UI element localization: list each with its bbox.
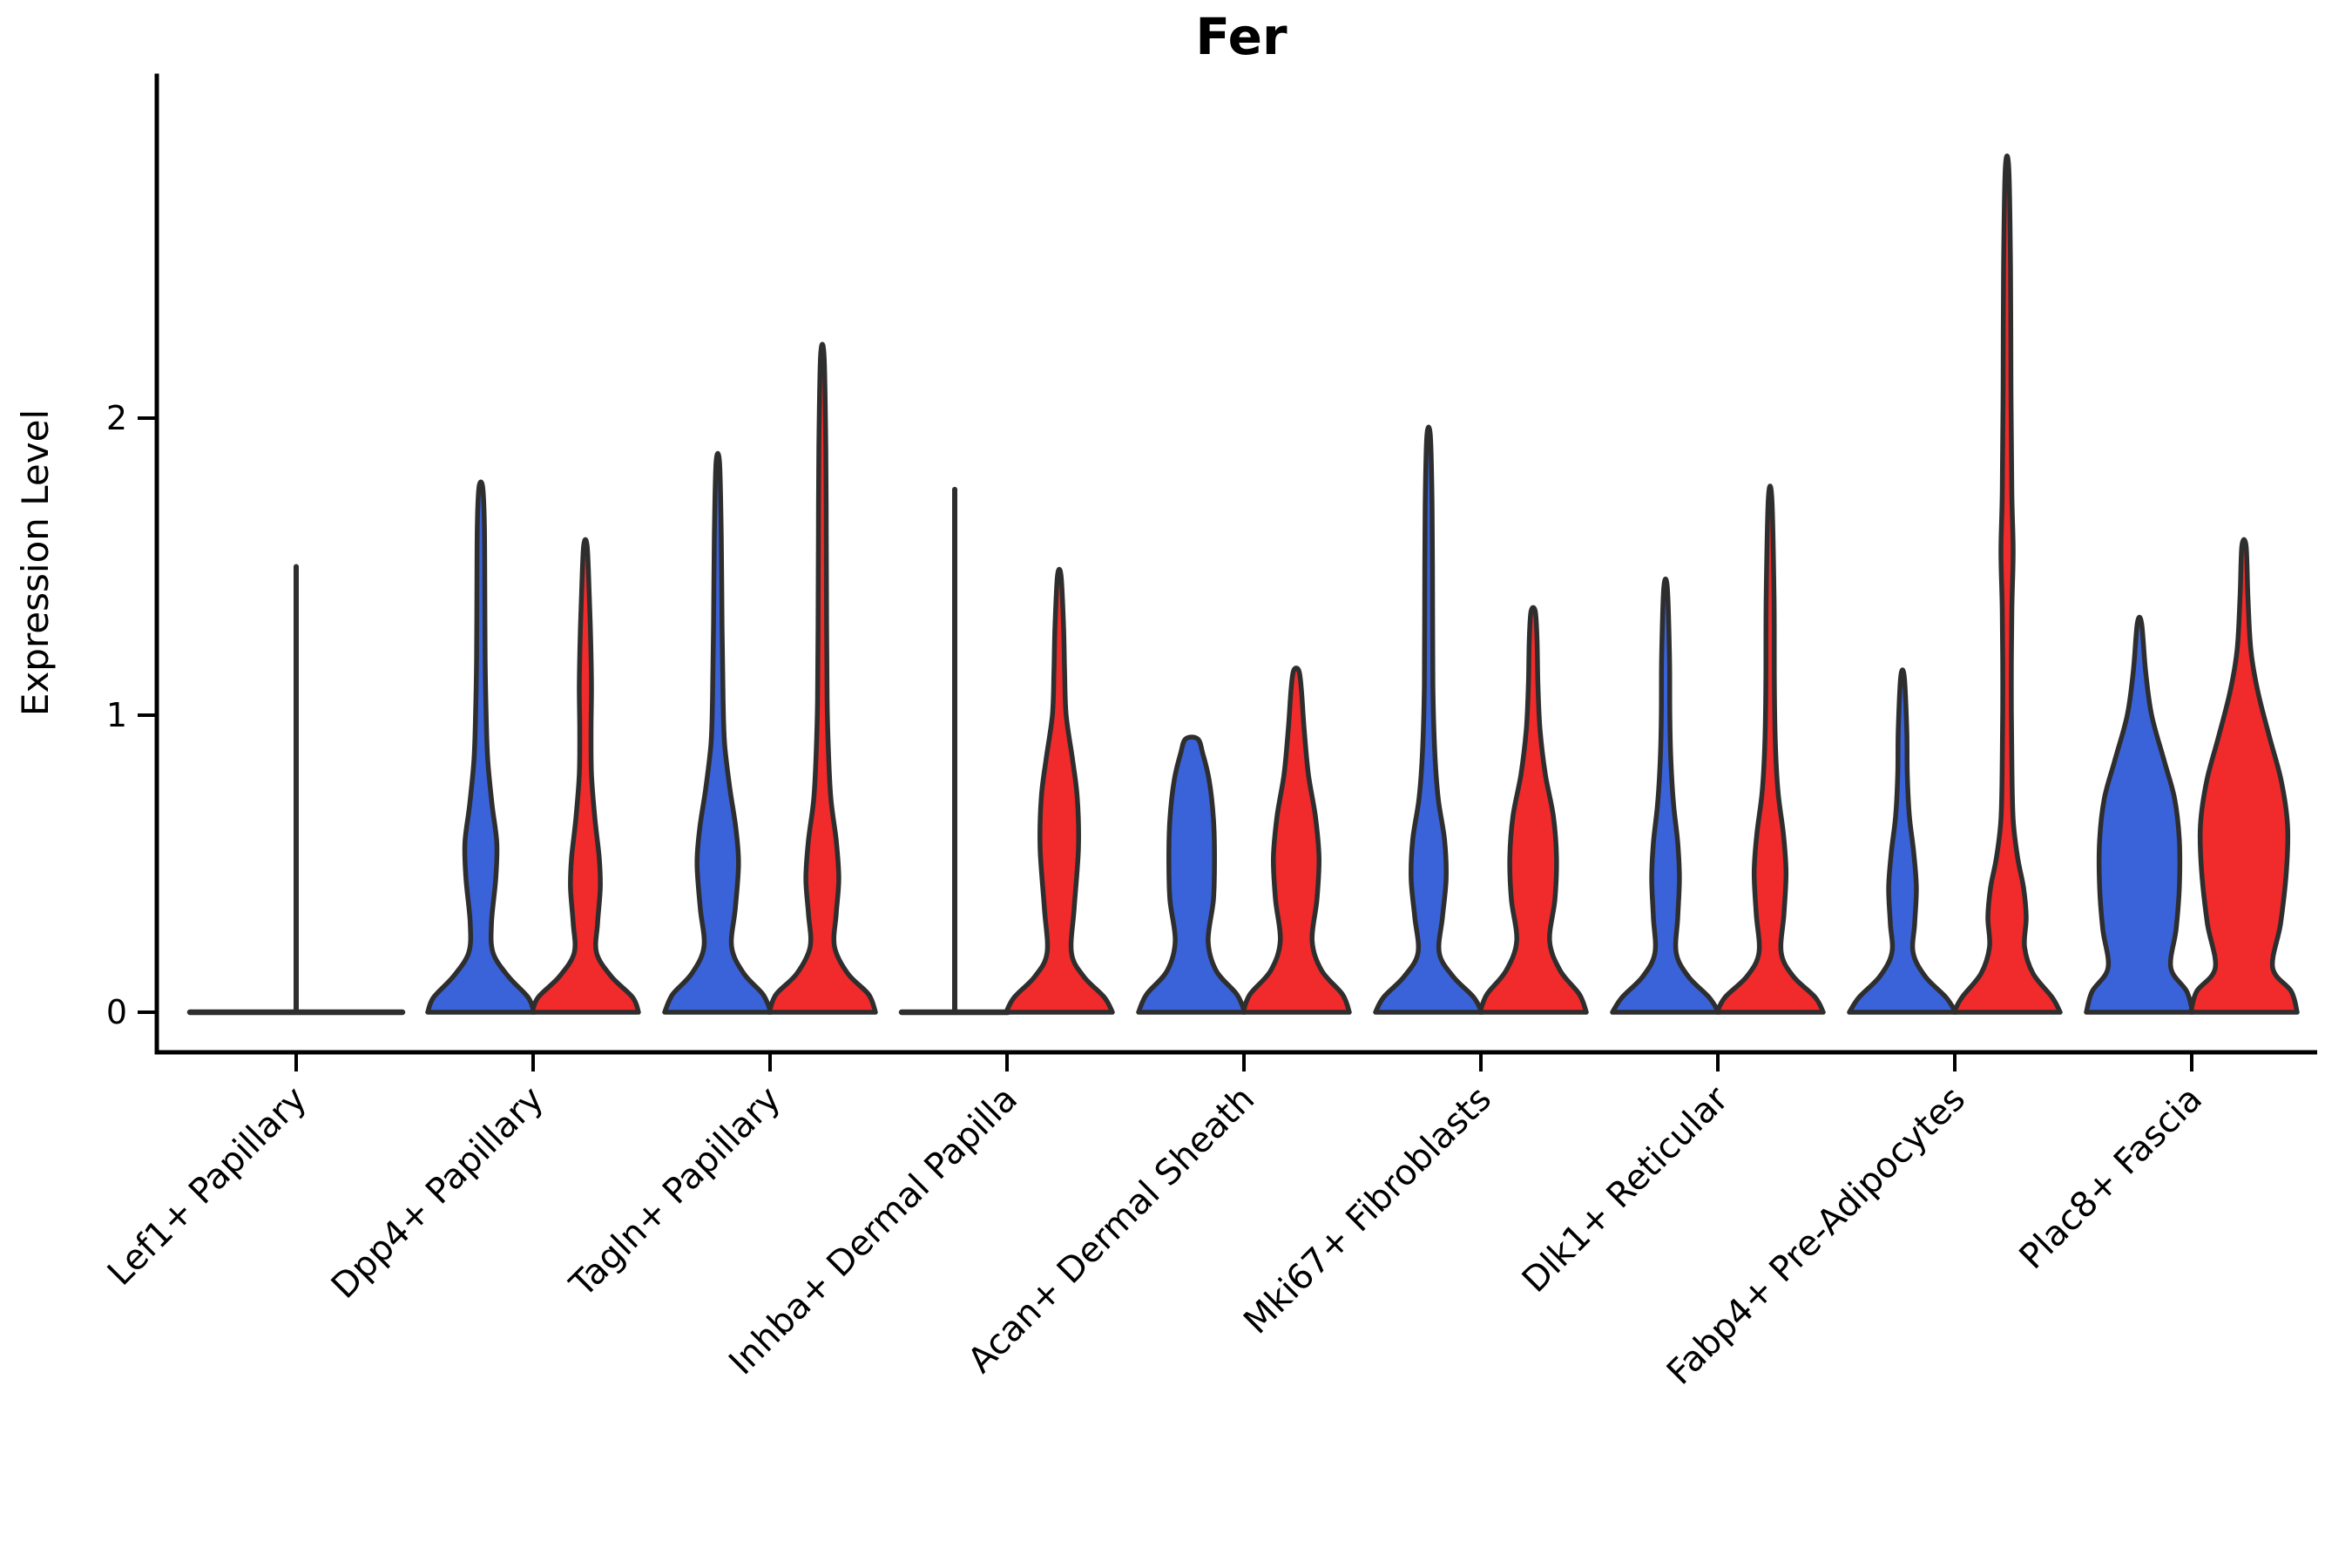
x-tick-label-1: Lef1+ Papillary [100, 1079, 314, 1294]
violin-dlk1-reticular-red [1714, 483, 1826, 1015]
x-tick-label-6: Mki67+ Fibroblasts [1236, 1079, 1499, 1342]
violin-dlk1-reticular-blue [1610, 576, 1721, 1015]
violin-fabp4-pre-adipocytes-red [1951, 153, 2063, 1015]
violin-mki67-fibroblasts-blue [1373, 424, 1484, 1015]
violin-dpp4-papillary-blue [425, 479, 537, 1015]
y-tick-label: 2 [106, 399, 127, 437]
violin-tagln-papillary-red [767, 341, 878, 1015]
violin-mki67-fibroblasts-red [1477, 605, 1589, 1015]
violin-fabp4-pre-adipocytes-blue [1847, 667, 1958, 1015]
violin-plac8-fascia-blue [2084, 614, 2195, 1015]
y-tick-label: 0 [106, 993, 127, 1031]
violin-acan-dermal-sheath-blue [1136, 734, 1247, 1015]
y-axis-label: Expression Level [14, 409, 57, 716]
violin-layer [186, 153, 2300, 1016]
violin-acan-dermal-sheath-red [1240, 666, 1352, 1015]
violin-plac8-fascia-red [2188, 537, 2300, 1015]
y-tick-label: 1 [106, 696, 127, 734]
x-tick-label-2: Dpp4+ Papillary [324, 1079, 551, 1307]
violin-dpp4-papillary-red [530, 537, 641, 1015]
violin-tagln-papillary-blue [662, 450, 774, 1015]
axes-layer [138, 73, 2317, 1072]
x-tick-label-3: Tagln+ Papillary [562, 1079, 788, 1306]
x-tick-label-7: Dlk1+ Reticular [1515, 1078, 1737, 1301]
chart-title: Fer [1195, 7, 1288, 66]
x-tick-label-9: Plac8+ Fascia [2012, 1079, 2211, 1278]
violin-inhba-dermal-papilla-red [1004, 566, 1115, 1015]
